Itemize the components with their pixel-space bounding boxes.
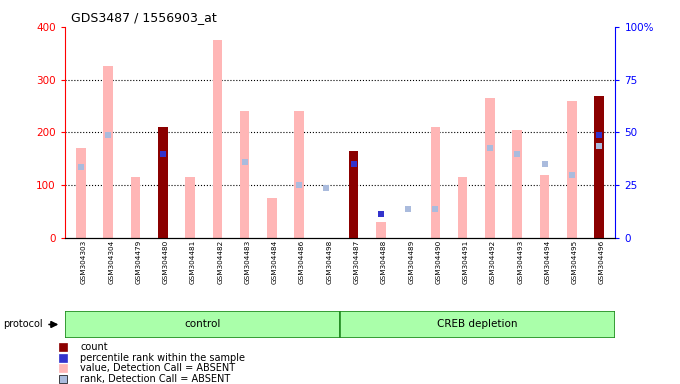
Bar (349, 222, 358, 238)
Text: GSM304303: GSM304303 (81, 240, 87, 284)
Text: GSM304483: GSM304483 (245, 240, 250, 284)
Bar (240, 111, 250, 238)
Text: CREB depletion: CREB depletion (437, 319, 518, 329)
Text: GSM304495: GSM304495 (572, 240, 578, 284)
Text: GSM304486: GSM304486 (299, 240, 305, 284)
Text: GDS3487 / 1556903_at: GDS3487 / 1556903_at (71, 12, 217, 25)
Text: GSM304488: GSM304488 (381, 240, 387, 284)
Bar (376, 222, 386, 238)
Bar (349, 151, 358, 238)
Bar (267, 199, 277, 238)
Text: count: count (80, 342, 107, 352)
Text: GSM304487: GSM304487 (354, 240, 360, 284)
Bar (76, 148, 86, 238)
Text: GSM304489: GSM304489 (408, 240, 414, 284)
Bar (213, 40, 222, 238)
Text: GSM304498: GSM304498 (326, 240, 333, 284)
Bar (430, 127, 440, 238)
Text: GSM304490: GSM304490 (435, 240, 441, 284)
Bar (540, 175, 549, 238)
Text: control: control (184, 319, 220, 329)
Text: protocol: protocol (3, 319, 43, 329)
Text: GSM304484: GSM304484 (272, 240, 278, 284)
Bar (294, 111, 304, 238)
Text: GSM304492: GSM304492 (490, 240, 496, 284)
Bar (185, 177, 194, 238)
Bar (567, 101, 577, 238)
Text: percentile rank within the sample: percentile rank within the sample (80, 353, 245, 362)
Text: GSM304479: GSM304479 (135, 240, 141, 284)
Bar (486, 98, 495, 238)
Bar (458, 177, 467, 238)
Bar (158, 127, 167, 238)
Text: GSM304494: GSM304494 (545, 240, 551, 284)
Bar (340, 311, 615, 338)
Text: GSM304481: GSM304481 (190, 240, 196, 284)
Text: rank, Detection Call = ABSENT: rank, Detection Call = ABSENT (80, 374, 231, 384)
Bar (594, 96, 604, 238)
Text: GSM304496: GSM304496 (599, 240, 605, 284)
Text: GSM304480: GSM304480 (163, 240, 169, 284)
Bar (131, 177, 140, 238)
Bar (103, 66, 113, 238)
Text: GSM304304: GSM304304 (108, 240, 114, 284)
Bar (513, 130, 522, 238)
Bar (65, 311, 340, 338)
Text: GSM304491: GSM304491 (462, 240, 469, 284)
Text: GSM304482: GSM304482 (218, 240, 223, 284)
Text: value, Detection Call = ABSENT: value, Detection Call = ABSENT (80, 363, 235, 373)
Text: GSM304493: GSM304493 (517, 240, 523, 284)
